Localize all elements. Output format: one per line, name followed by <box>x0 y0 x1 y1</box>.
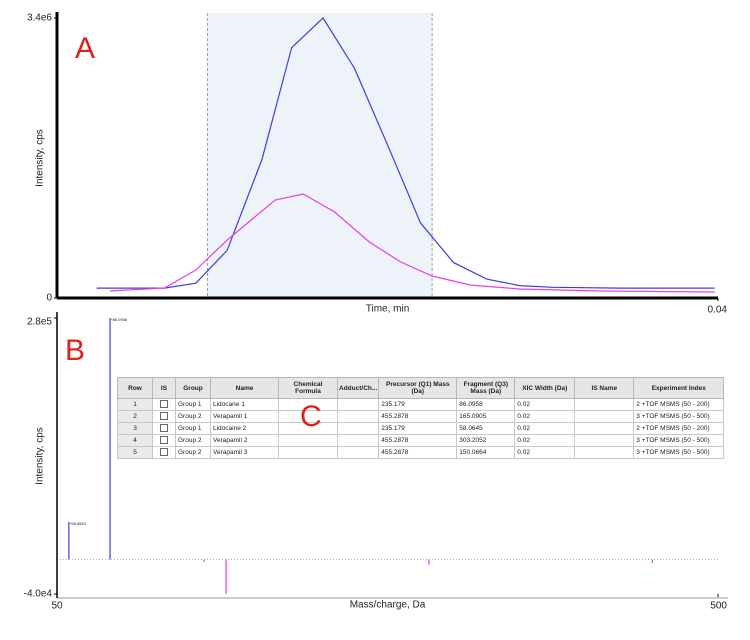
table-cell: 4 <box>117 434 153 447</box>
table-cell: 86.0958 <box>456 398 516 411</box>
table-row: 4 Group 2 Verapamil 2 455.2878 303.2052 0.02 3… <box>117 434 725 447</box>
table-cell: Lidocaine 2 <box>210 422 279 435</box>
table-row: 5 Group 2 Verapamil 3 455.2878 150.0664 0.02 3… <box>117 446 725 459</box>
table-cell: 3 +TOF MSMS (50 - 500) <box>633 446 725 459</box>
checkbox[interactable] <box>160 447 168 456</box>
table-cell <box>278 434 338 447</box>
table-cell <box>336 410 380 423</box>
header-row: Row IS Group Name Chemical Formula Adduct/Ch.… <box>117 377 725 399</box>
table-cell: Group 2 <box>175 434 211 447</box>
peak-label: *86.0958 <box>111 317 128 322</box>
panel-letter: B <box>65 334 85 367</box>
table-cell <box>336 398 380 411</box>
table-cell: Verapamil 3 <box>210 446 279 459</box>
checkbox[interactable] <box>160 411 168 420</box>
checkbox[interactable] <box>160 423 168 432</box>
table-row: 1 Group 1 Lidocane 1 235.179 86.0958 0.02 2 +T… <box>117 398 725 411</box>
table-cell: 2 +TOF MSMS (50 - 200) <box>633 398 725 411</box>
table-cell: Lidocane 1 <box>210 398 279 411</box>
table-cell: 0.02 <box>514 422 576 435</box>
column-header: Adduct/Ch... <box>336 377 380 399</box>
table-cell <box>574 410 635 423</box>
table-cell <box>152 422 176 435</box>
table-cell: 455.2878 <box>378 446 458 459</box>
table-cell: 58.0645 <box>456 422 516 435</box>
table-cell: 455.2878 <box>378 410 458 423</box>
column-header: Group <box>175 377 211 399</box>
table-cell: 0.02 <box>514 446 576 459</box>
panel-letter: A <box>75 32 95 65</box>
x-tick-label: 0.04 <box>708 305 728 316</box>
table-cell: 235.179 <box>378 422 458 435</box>
table-cell: Group 2 <box>175 446 211 459</box>
table-row: 3 Group 1 Lidocaine 2 235.179 58.0645 0.02 2 +… <box>117 422 725 435</box>
checkbox[interactable] <box>160 399 168 408</box>
y-axis-title: Intensity, cps <box>35 129 46 187</box>
x-tick-label: 50 <box>51 601 63 612</box>
table-cell <box>336 434 380 447</box>
column-header: Precursor (Q1) Mass (Da) <box>378 377 458 399</box>
table-cell: 235.179 <box>378 398 458 411</box>
table-cell: 3 +TOF MSMS (50 - 500) <box>633 410 725 423</box>
x-axis-title: Time, min <box>366 304 410 315</box>
table-cell <box>574 422 635 435</box>
table-cell <box>574 434 635 447</box>
x-axis-title: Mass/charge, Da <box>350 600 426 611</box>
compound-table: Row IS Group Name Chemical Formula Adduct/Ch.… <box>117 377 725 459</box>
table-cell: 3 +TOF MSMS (50 - 500) <box>633 434 725 447</box>
table-cell: 5 <box>117 446 153 459</box>
table-cell: 0.02 <box>514 398 576 411</box>
y-tick-label: 2.8e5 <box>27 317 52 328</box>
table-cell: 2 <box>117 410 153 423</box>
table-cell <box>152 410 176 423</box>
table-cell <box>152 434 176 447</box>
table-cell: 0.02 <box>514 410 576 423</box>
column-header: IS <box>152 377 176 399</box>
y-axis-title: Intensity, cps <box>35 427 46 485</box>
column-header: IS Name <box>574 377 635 399</box>
table-cell: Group 1 <box>175 398 211 411</box>
table-cell: 3 <box>117 422 153 435</box>
table-cell <box>574 446 635 459</box>
table-cell: 0.02 <box>514 434 576 447</box>
table-cell: 455.2878 <box>378 434 458 447</box>
y-tick-label: 0 <box>46 293 52 304</box>
table-cell: Group 1 <box>175 422 211 435</box>
table-cell <box>278 446 338 459</box>
table-cell <box>574 398 635 411</box>
panel-letter: C <box>300 400 322 433</box>
table-cell: 150.0664 <box>456 446 516 459</box>
column-header: Experiment Index <box>633 377 725 399</box>
x-tick-label: 500 <box>710 601 727 612</box>
table-cell: 165.0905 <box>456 410 516 423</box>
series-line <box>109 193 715 293</box>
table-cell <box>152 446 176 459</box>
y-tick-label: 3.4e6 <box>27 13 52 24</box>
series-line <box>96 17 715 289</box>
peak-label: *58.0640 <box>70 521 87 526</box>
y-tick-label: -4.0e4 <box>24 589 53 600</box>
column-header: Chemical Formula <box>278 377 338 399</box>
table-cell <box>152 398 176 411</box>
table-row: 2 Group 2 Verapamil 1 455.2878 165.0905 0.02 3… <box>117 410 725 423</box>
table-cell: 2 +TOF MSMS (50 - 200) <box>633 422 725 435</box>
highlight-region <box>207 13 433 298</box>
column-header: Fragment (Q3) Mass (Da) <box>456 377 516 399</box>
table-cell <box>336 446 380 459</box>
table-cell: 303.2052 <box>456 434 516 447</box>
column-header: Name <box>210 377 279 399</box>
table-cell <box>336 422 380 435</box>
table-cell: Group 2 <box>175 410 211 423</box>
table-cell: Verapamil 2 <box>210 434 279 447</box>
column-header: Row <box>117 377 153 399</box>
column-header: XIC Width (Da) <box>514 377 576 399</box>
table-cell: 1 <box>117 398 153 411</box>
table-body: 1 Group 1 Lidocane 1 235.179 86.0958 0.02 2 +T… <box>117 398 725 459</box>
table-cell: Verapamil 1 <box>210 410 279 423</box>
checkbox[interactable] <box>160 435 168 444</box>
